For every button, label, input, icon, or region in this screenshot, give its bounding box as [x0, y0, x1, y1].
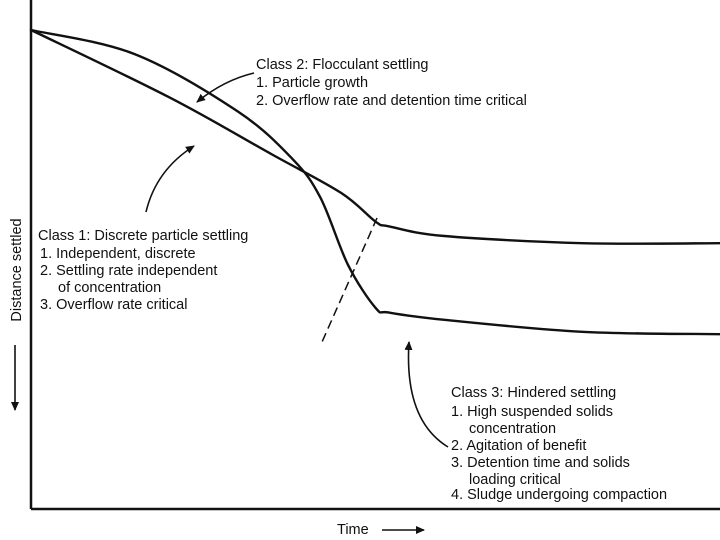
class3-item: 1. High suspended solids	[451, 404, 613, 420]
series-line-class2-3	[29, 28, 720, 336]
class1-pointer-arrow	[145, 145, 195, 213]
class1-title: Class 1: Discrete particle settling	[38, 228, 248, 244]
class3-annotation: Class 3: Hindered settling 1. High suspe…	[451, 385, 667, 503]
class3-item: 3. Detention time and solids	[451, 455, 630, 471]
class3-pointer-arrow	[404, 341, 449, 448]
class3-title: Class 3: Hindered settling	[451, 385, 616, 401]
class1-annotation: Class 1: Discrete particle settling 1. I…	[38, 228, 248, 313]
class2-title: Class 2: Flocculant settling	[256, 57, 428, 73]
class1-item: 1. Independent, discrete	[40, 246, 196, 262]
class2-item: 2. Overflow rate and detention time crit…	[256, 93, 527, 109]
y-axis-label: Distance settled	[9, 218, 25, 321]
class1-item: 3. Overflow rate critical	[40, 297, 187, 313]
class1-item: of concentration	[58, 280, 161, 296]
class3-item: loading critical	[469, 472, 561, 488]
x-axis-label: Time	[337, 522, 369, 538]
class3-item: 2. Agitation of benefit	[451, 438, 586, 454]
class3-item: concentration	[469, 421, 556, 437]
class2-pointer-arrow	[196, 72, 255, 103]
class3-item: 4. Sludge undergoing compaction	[451, 487, 667, 503]
class2-item: 1. Particle growth	[256, 75, 368, 91]
zone-boundary-dashed-line	[321, 217, 378, 343]
class2-annotation: Class 2: Flocculant settling 1. Particle…	[256, 57, 527, 109]
class1-item: 2. Settling rate independent	[40, 263, 217, 279]
